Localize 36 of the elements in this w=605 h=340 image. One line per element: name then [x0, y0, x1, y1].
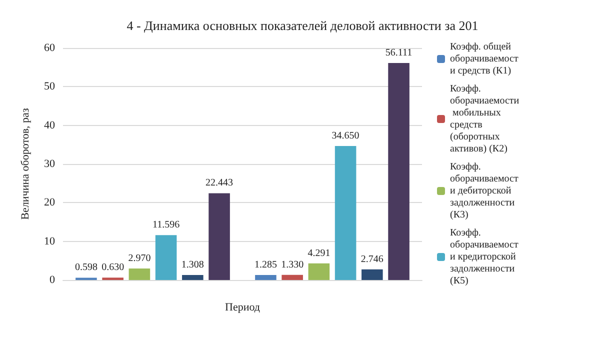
bar [388, 63, 410, 280]
y-tick-label: 30 [44, 158, 56, 170]
bar [308, 263, 330, 280]
data-label: 1.308 [181, 259, 204, 270]
bar [282, 274, 303, 280]
y-tick-label: 60 [44, 42, 56, 54]
y-tick-label: 20 [44, 196, 56, 209]
bar [362, 269, 383, 280]
y-axis-title: Величина оборотов, раз [20, 108, 32, 220]
legend-label: Коэфф. оборачиваемости дебиторской задолженности (К3) [450, 162, 519, 220]
bar [155, 235, 177, 280]
bar [255, 275, 276, 280]
bar [334, 146, 356, 280]
bar [128, 268, 150, 280]
data-label: 11.596 [152, 220, 180, 231]
data-label: 34.650 [332, 130, 360, 142]
legend-label: Коэфф. общей оборачиваемости средств (К1) [450, 42, 519, 76]
legend-label: Коэфф. оборачиаемости мобильных средств (оборотных активов) (К2) [450, 84, 520, 154]
legend-label: Коэфф. оборачиваемости кредиторской задолженности (К5) [450, 228, 519, 286]
y-tick-label: 10 [44, 235, 56, 248]
data-label: 2.746 [360, 254, 384, 265]
data-label: 0.630 [102, 262, 124, 274]
bar [182, 274, 204, 280]
data-label: 56.111 [385, 48, 412, 59]
y-tick-label: 40 [44, 119, 56, 132]
chart-title: 4 - Динамика основных показателей деловой активности за 201 [126, 18, 478, 33]
data-label: 0.598 [74, 262, 98, 274]
data-label: 22.443 [206, 178, 234, 189]
x-axis-title: Период [225, 302, 260, 314]
bar [208, 193, 230, 280]
data-label: 1.285 [254, 260, 277, 271]
y-tick-label: 0 [50, 274, 56, 286]
data-label: 4.291 [308, 248, 330, 259]
y-tick-label: 50 [44, 80, 56, 93]
data-label: 1.330 [281, 259, 304, 270]
data-label: 2.970 [128, 253, 151, 264]
